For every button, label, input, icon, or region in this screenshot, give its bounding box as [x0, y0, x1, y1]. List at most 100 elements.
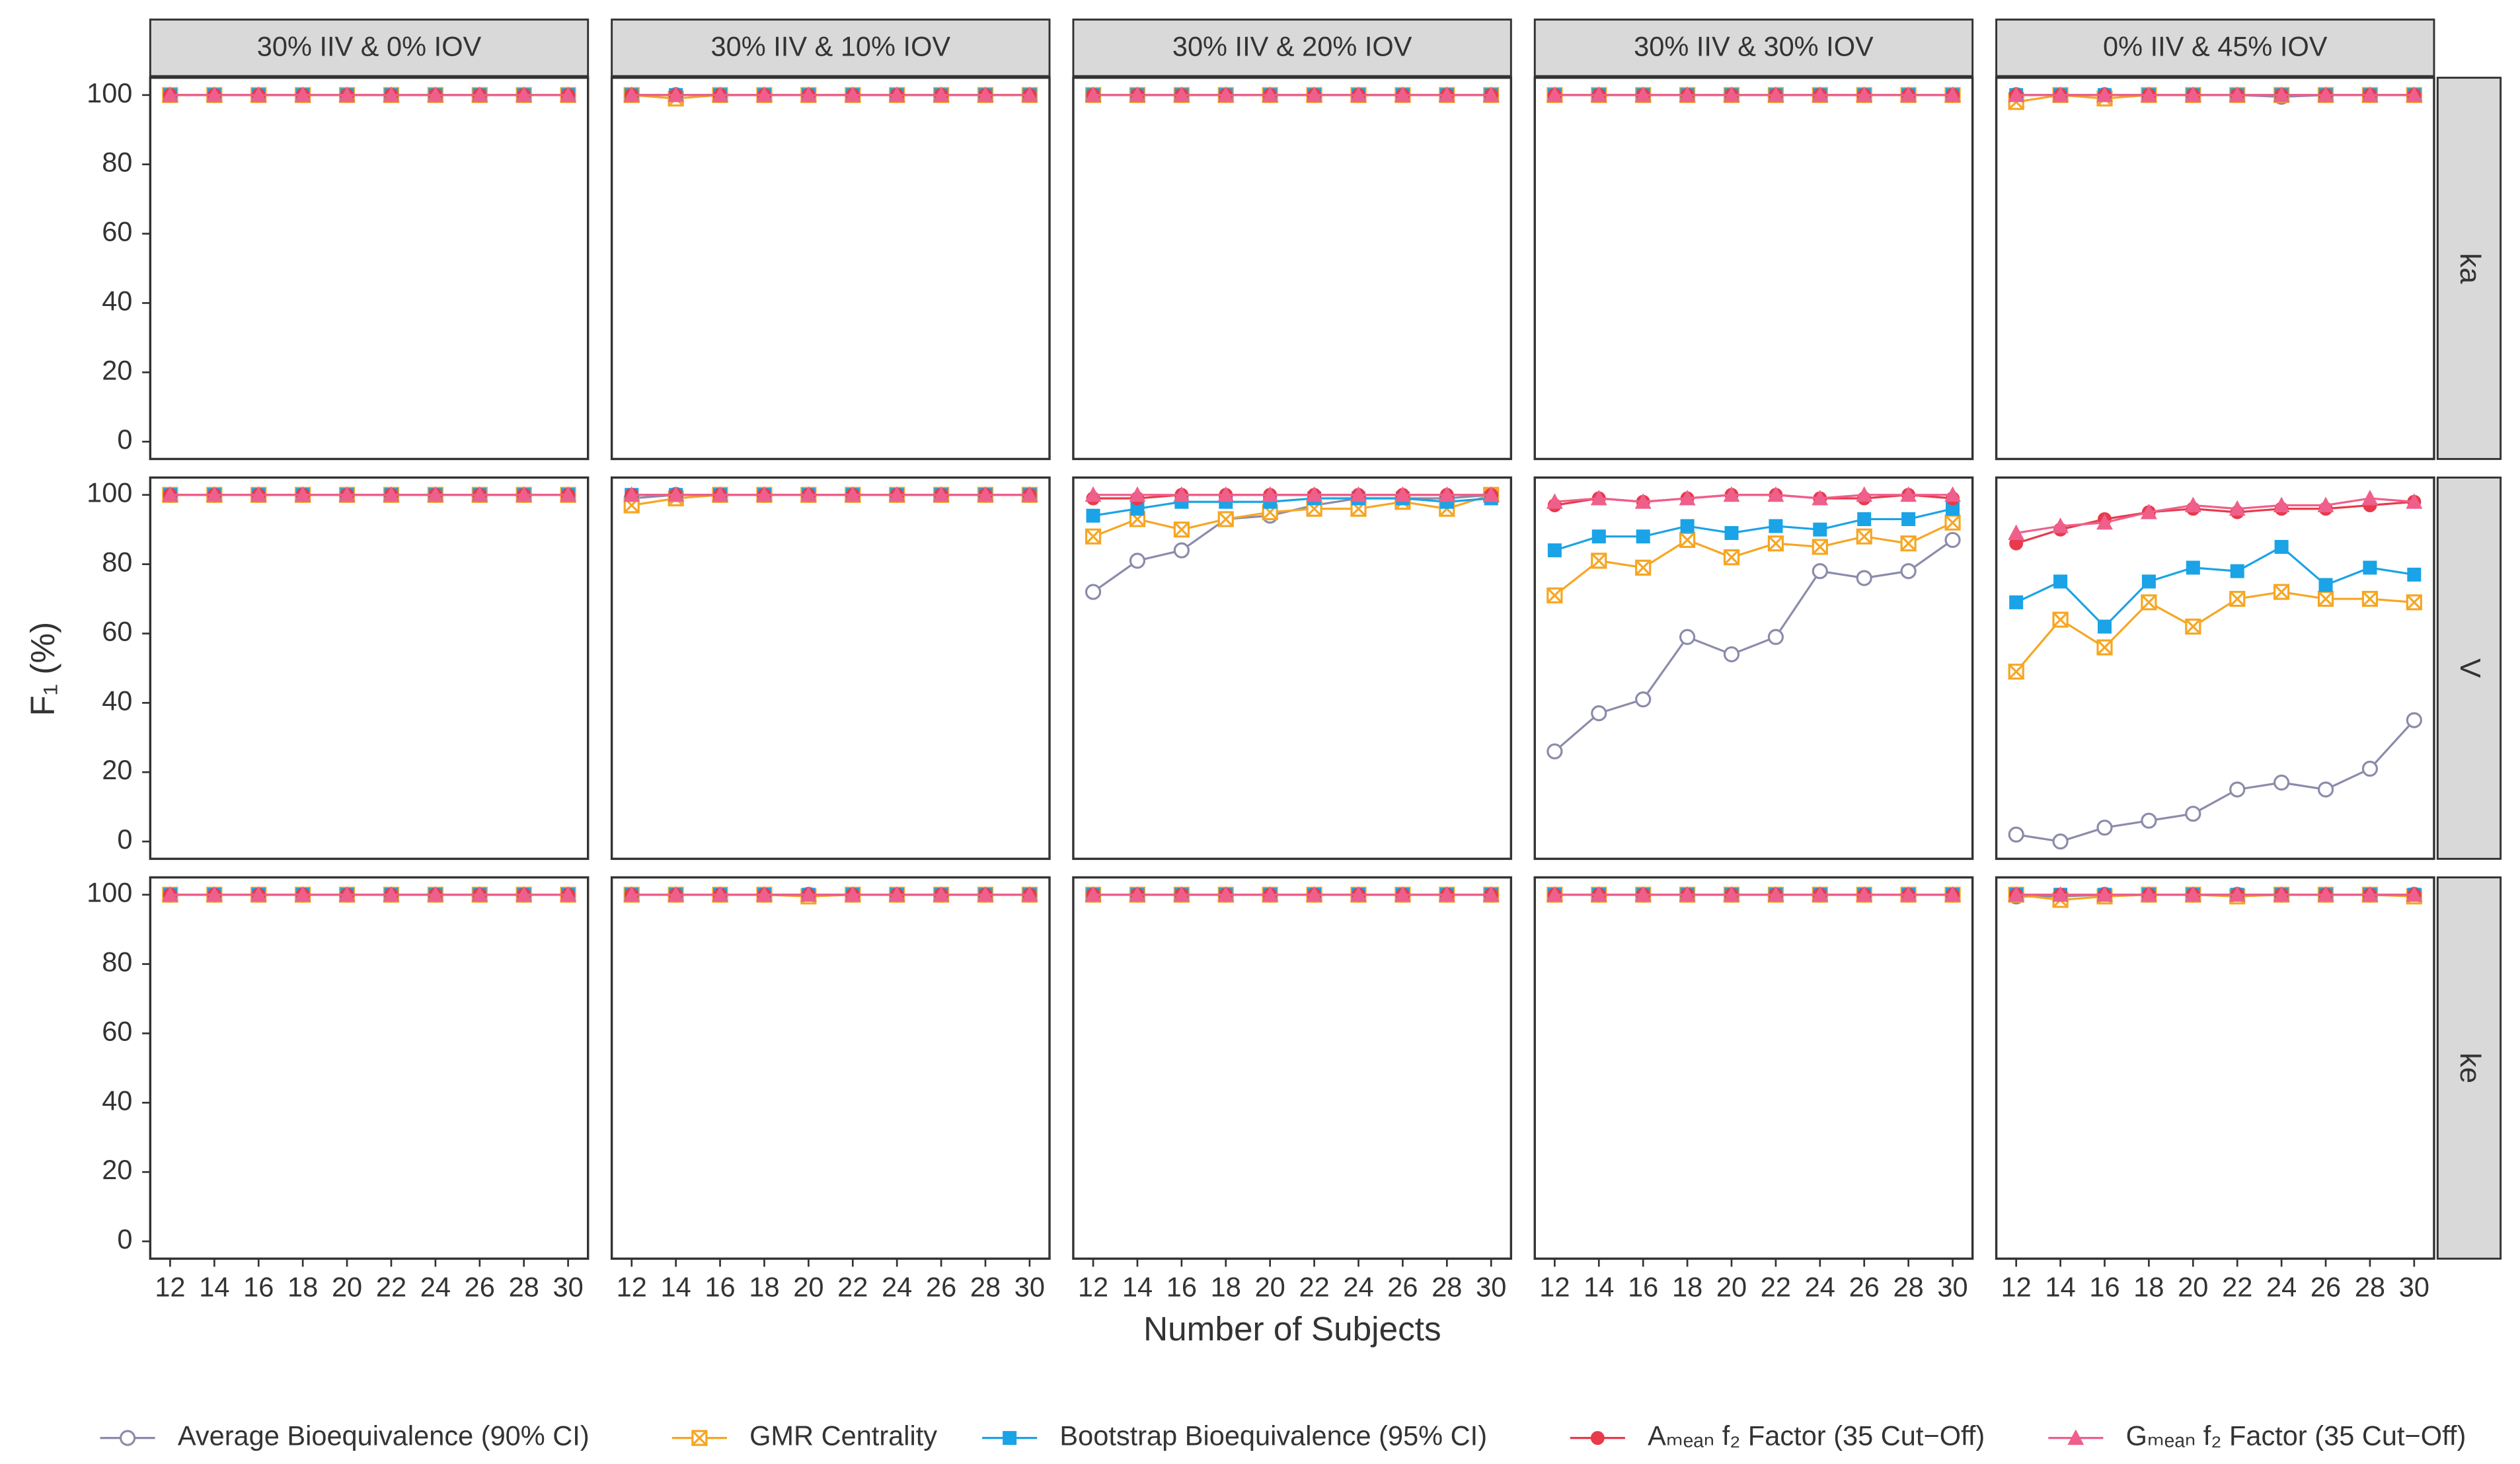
marker: [2273, 886, 2290, 902]
marker: [1723, 549, 1740, 566]
marker: [1306, 886, 1323, 902]
panel: [610, 76, 1051, 461]
panel-series: [1546, 886, 1962, 903]
marker: [668, 886, 685, 902]
marker: [1306, 86, 1323, 102]
panel: [1533, 876, 1974, 1260]
column-strip-label: 30% IIV & 30% IOV: [1634, 31, 1874, 62]
marker: [560, 486, 577, 502]
x-tick-label: 20: [332, 1272, 362, 1303]
panel: [1995, 76, 2435, 461]
x-tick-label: 22: [2222, 1272, 2252, 1303]
marker: [1591, 705, 1607, 722]
marker: [2052, 886, 2069, 902]
panel-series: [623, 486, 1038, 514]
marker: [1679, 490, 1696, 506]
legend-marker: [1590, 1431, 1605, 1445]
series-line: [1554, 494, 1953, 503]
x-tick-label: 16: [2089, 1272, 2119, 1303]
marker: [1306, 486, 1323, 502]
marker: [2406, 712, 2422, 728]
x-tick-label: 24: [420, 1272, 451, 1303]
marker: [471, 486, 488, 502]
marker: [2140, 886, 2157, 902]
marker: [1438, 486, 1455, 502]
marker: [250, 86, 267, 102]
marker: [2097, 619, 2112, 634]
marker: [2008, 524, 2025, 540]
panel: [1995, 876, 2435, 1260]
panel-series: [1085, 86, 1500, 103]
column-strip-label: 0% IIV & 45% IOV: [2103, 31, 2328, 62]
x-tick-label: 12: [1539, 1272, 1570, 1303]
x-tick-label: 18: [287, 1272, 318, 1303]
legend-marker: [2067, 1429, 2084, 1445]
x-tick-label: 14: [2045, 1272, 2075, 1303]
marker: [2317, 496, 2334, 512]
marker: [2052, 86, 2069, 102]
marker: [1590, 86, 1607, 102]
marker: [1217, 511, 1234, 527]
marker: [1813, 522, 1827, 537]
marker: [668, 486, 685, 502]
marker: [427, 886, 444, 902]
marker: [1856, 486, 1873, 502]
x-axis-title: Number of Subjects: [1143, 1310, 1441, 1348]
panel: [1072, 476, 1513, 861]
y-tick-label: 0: [117, 424, 132, 455]
marker: [1546, 743, 1563, 759]
marker: [1085, 528, 1102, 545]
marker: [2184, 86, 2201, 102]
y-tick-label: 40: [102, 285, 132, 316]
y-tick-label: 80: [102, 946, 132, 978]
panel: [149, 76, 590, 461]
x-tick-label: 24: [1805, 1272, 1835, 1303]
panel-series: [623, 86, 1038, 107]
legend-marker: [1003, 1431, 1017, 1445]
y-tick-label: 60: [102, 615, 132, 646]
y-tick-label: 0: [117, 1223, 132, 1254]
marker: [1900, 886, 1917, 902]
marker: [2361, 886, 2379, 902]
x-tick-label: 26: [1387, 1272, 1418, 1303]
marker: [250, 486, 267, 502]
marker: [800, 86, 817, 102]
y-tick-label: 0: [117, 824, 132, 855]
series-line: [2016, 497, 2414, 535]
legend-label: Bootstrap Bioequivalence (95% CI): [1059, 1420, 1487, 1451]
panel: [149, 876, 590, 1260]
marker: [844, 86, 861, 102]
x-tick-label: 30: [553, 1272, 583, 1303]
series-line: [1554, 508, 1953, 552]
x-tick-label: 30: [1014, 1272, 1045, 1303]
x-tick-label: 26: [926, 1272, 956, 1303]
marker: [1086, 508, 1100, 523]
marker: [1085, 486, 1102, 502]
marker: [515, 886, 533, 902]
x-tick-label: 16: [243, 1272, 274, 1303]
y-tick-label: 40: [102, 1085, 132, 1116]
marker: [1129, 86, 1146, 102]
marker: [2185, 806, 2201, 822]
x-tick-label: 22: [376, 1272, 406, 1303]
x-tick-label: 18: [2133, 1272, 2164, 1303]
panel-series: [2008, 886, 2423, 908]
row-strip: [2436, 876, 2502, 1260]
marker: [1590, 490, 1607, 506]
panel-series: [1085, 486, 1500, 600]
marker: [712, 486, 729, 502]
marker: [1636, 529, 1650, 544]
marker: [2140, 86, 2157, 102]
marker: [1634, 493, 1652, 509]
marker: [2096, 820, 2113, 836]
marker: [623, 86, 640, 102]
panel-series: [1546, 86, 1962, 103]
marker: [161, 486, 178, 502]
marker: [800, 486, 817, 502]
marker: [1173, 886, 1190, 902]
marker: [623, 886, 640, 902]
x-tick-label: 14: [1584, 1272, 1614, 1303]
row-strip-label: V: [2454, 658, 2486, 678]
marker: [1546, 493, 1563, 509]
x-tick-label: 18: [749, 1272, 779, 1303]
